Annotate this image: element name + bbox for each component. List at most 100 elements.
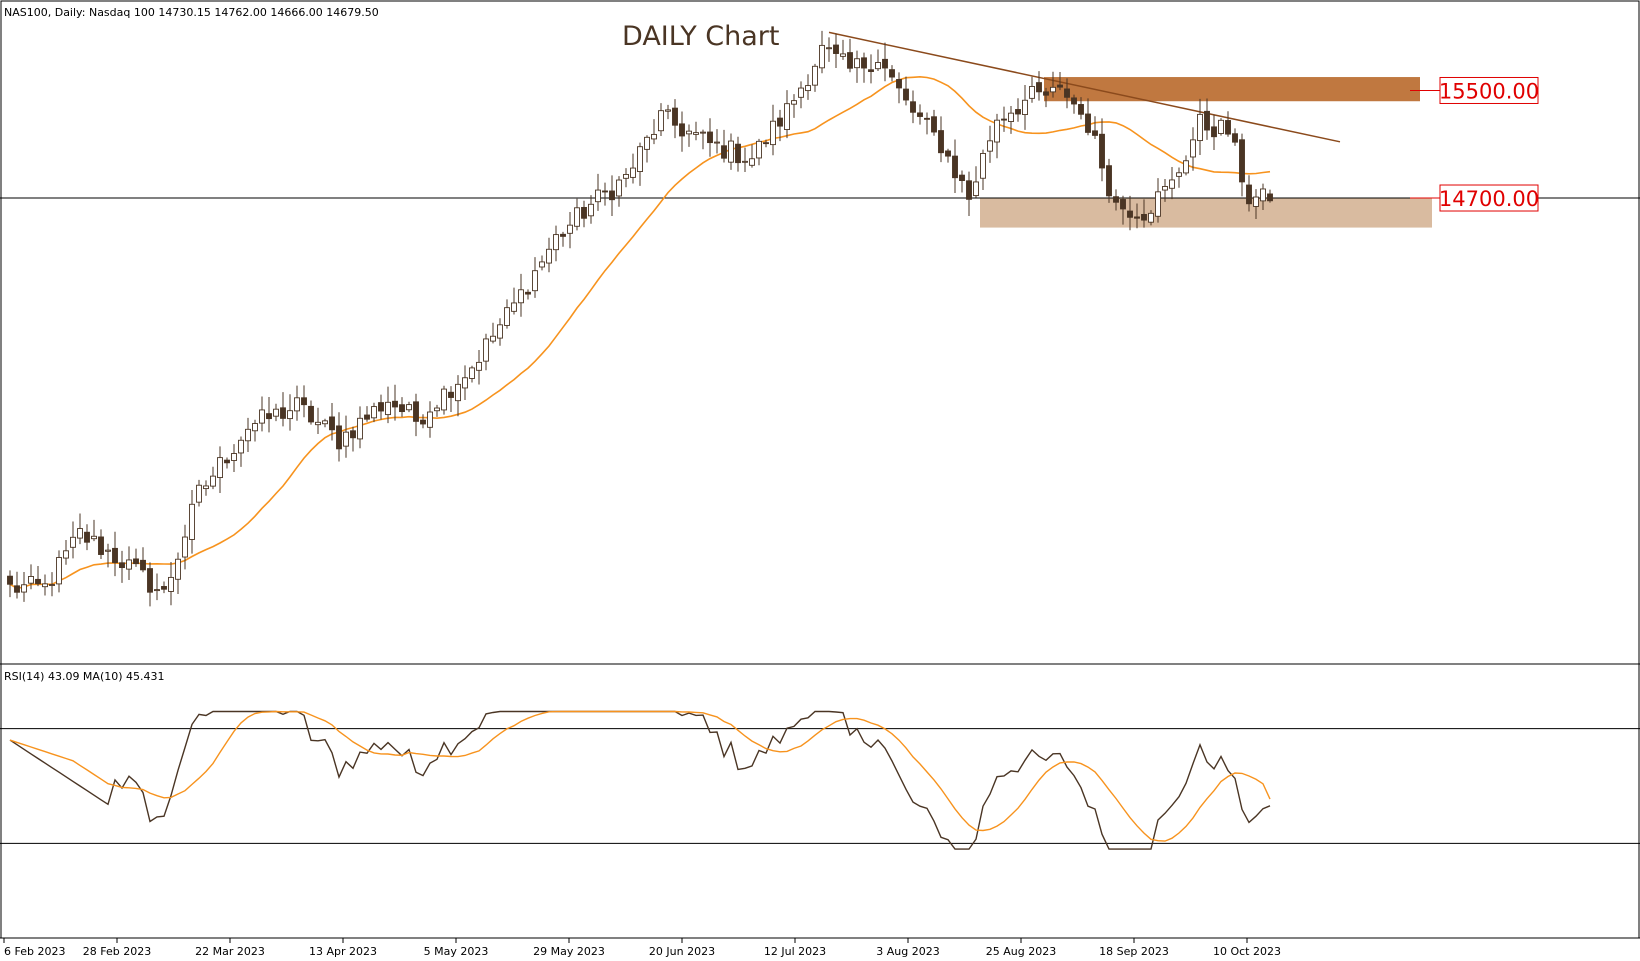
candle-body xyxy=(42,583,48,588)
candle-body xyxy=(119,562,125,569)
candle-body xyxy=(812,65,818,86)
candle xyxy=(1050,71,1056,98)
candle xyxy=(420,414,426,429)
candle-body xyxy=(756,140,762,159)
candle-body xyxy=(721,145,727,159)
candle-body xyxy=(154,589,160,592)
level-zone xyxy=(980,198,1432,228)
candle xyxy=(308,400,314,425)
candle-body xyxy=(1211,126,1217,138)
candle-body xyxy=(637,146,643,172)
candle xyxy=(553,225,559,262)
candle-body xyxy=(700,131,706,134)
candle-body xyxy=(728,140,734,163)
candle xyxy=(231,444,237,472)
candle-body xyxy=(875,62,881,70)
candle xyxy=(735,136,741,172)
candle xyxy=(476,350,482,385)
candle-body xyxy=(294,397,300,412)
candle-body xyxy=(238,439,244,454)
candle xyxy=(455,375,461,417)
candle xyxy=(350,426,356,452)
candle-body xyxy=(847,52,853,69)
candle xyxy=(161,581,167,594)
candle xyxy=(1155,178,1161,223)
candle-body xyxy=(273,408,279,417)
candle-body xyxy=(1225,120,1231,135)
candle-body xyxy=(28,576,34,584)
candle xyxy=(224,457,230,469)
x-tick-label: 3 Aug 2023 xyxy=(876,945,939,958)
level-label: 15500.00 xyxy=(1439,79,1539,103)
candle-body xyxy=(602,190,608,193)
candle-body xyxy=(147,568,153,593)
candle-body xyxy=(994,119,1000,143)
candle-body xyxy=(1015,109,1021,115)
candle xyxy=(931,109,937,136)
candle xyxy=(581,200,587,228)
candle xyxy=(378,394,384,420)
candle-body xyxy=(714,141,720,144)
candle xyxy=(840,39,846,60)
candle-body xyxy=(406,404,412,411)
x-tick-label: 28 Feb 2023 xyxy=(83,945,151,958)
candle xyxy=(119,550,125,583)
candle-body xyxy=(203,485,209,490)
candle-body xyxy=(196,484,202,503)
candle xyxy=(1022,85,1028,130)
ma-line xyxy=(9,75,1271,590)
candle xyxy=(1169,167,1175,200)
candle xyxy=(322,418,328,428)
candle-body xyxy=(791,100,797,105)
candle xyxy=(672,99,678,139)
candle xyxy=(168,561,174,606)
symbol-info: NAS100, Daily: Nasdaq 100 14730.15 14762… xyxy=(4,6,379,19)
candle xyxy=(805,74,811,100)
level-label-box xyxy=(1439,184,1539,212)
candle-body xyxy=(7,575,13,585)
candle xyxy=(1204,98,1210,140)
candle xyxy=(896,72,902,104)
candle xyxy=(441,385,447,415)
candle xyxy=(287,394,293,431)
x-tick-label: 10 Oct 2023 xyxy=(1213,945,1281,958)
candle-body xyxy=(448,391,454,398)
candle-body xyxy=(1134,216,1140,219)
candle-body xyxy=(308,405,314,423)
candle-body xyxy=(252,423,258,432)
candle xyxy=(777,109,783,142)
candle xyxy=(91,519,97,542)
candle-body xyxy=(1106,165,1112,197)
chart-title: DAILY Chart xyxy=(622,21,779,52)
candle xyxy=(693,121,699,141)
candle xyxy=(889,65,895,82)
candle xyxy=(14,571,20,599)
candle-body xyxy=(1197,113,1203,142)
candle xyxy=(1078,97,1084,120)
candle-body xyxy=(1043,91,1049,96)
moving-average xyxy=(9,75,1271,590)
candle-body xyxy=(588,203,594,217)
level-zone xyxy=(1044,77,1420,102)
candle-body xyxy=(973,181,979,197)
candle-body xyxy=(861,57,867,69)
candle-body xyxy=(175,558,181,580)
candle xyxy=(938,116,944,163)
candle xyxy=(182,524,188,570)
candle xyxy=(798,81,804,109)
candle xyxy=(1211,114,1217,150)
candle xyxy=(483,333,489,371)
candle xyxy=(147,562,153,607)
candle xyxy=(812,63,818,92)
candle xyxy=(854,50,860,83)
candle-body xyxy=(777,117,783,127)
candle xyxy=(336,412,342,462)
candle xyxy=(623,168,629,188)
candle xyxy=(910,90,916,124)
candle xyxy=(28,564,34,590)
candle-body xyxy=(539,261,545,268)
candle-body xyxy=(1162,186,1168,191)
candle-body xyxy=(224,459,230,464)
